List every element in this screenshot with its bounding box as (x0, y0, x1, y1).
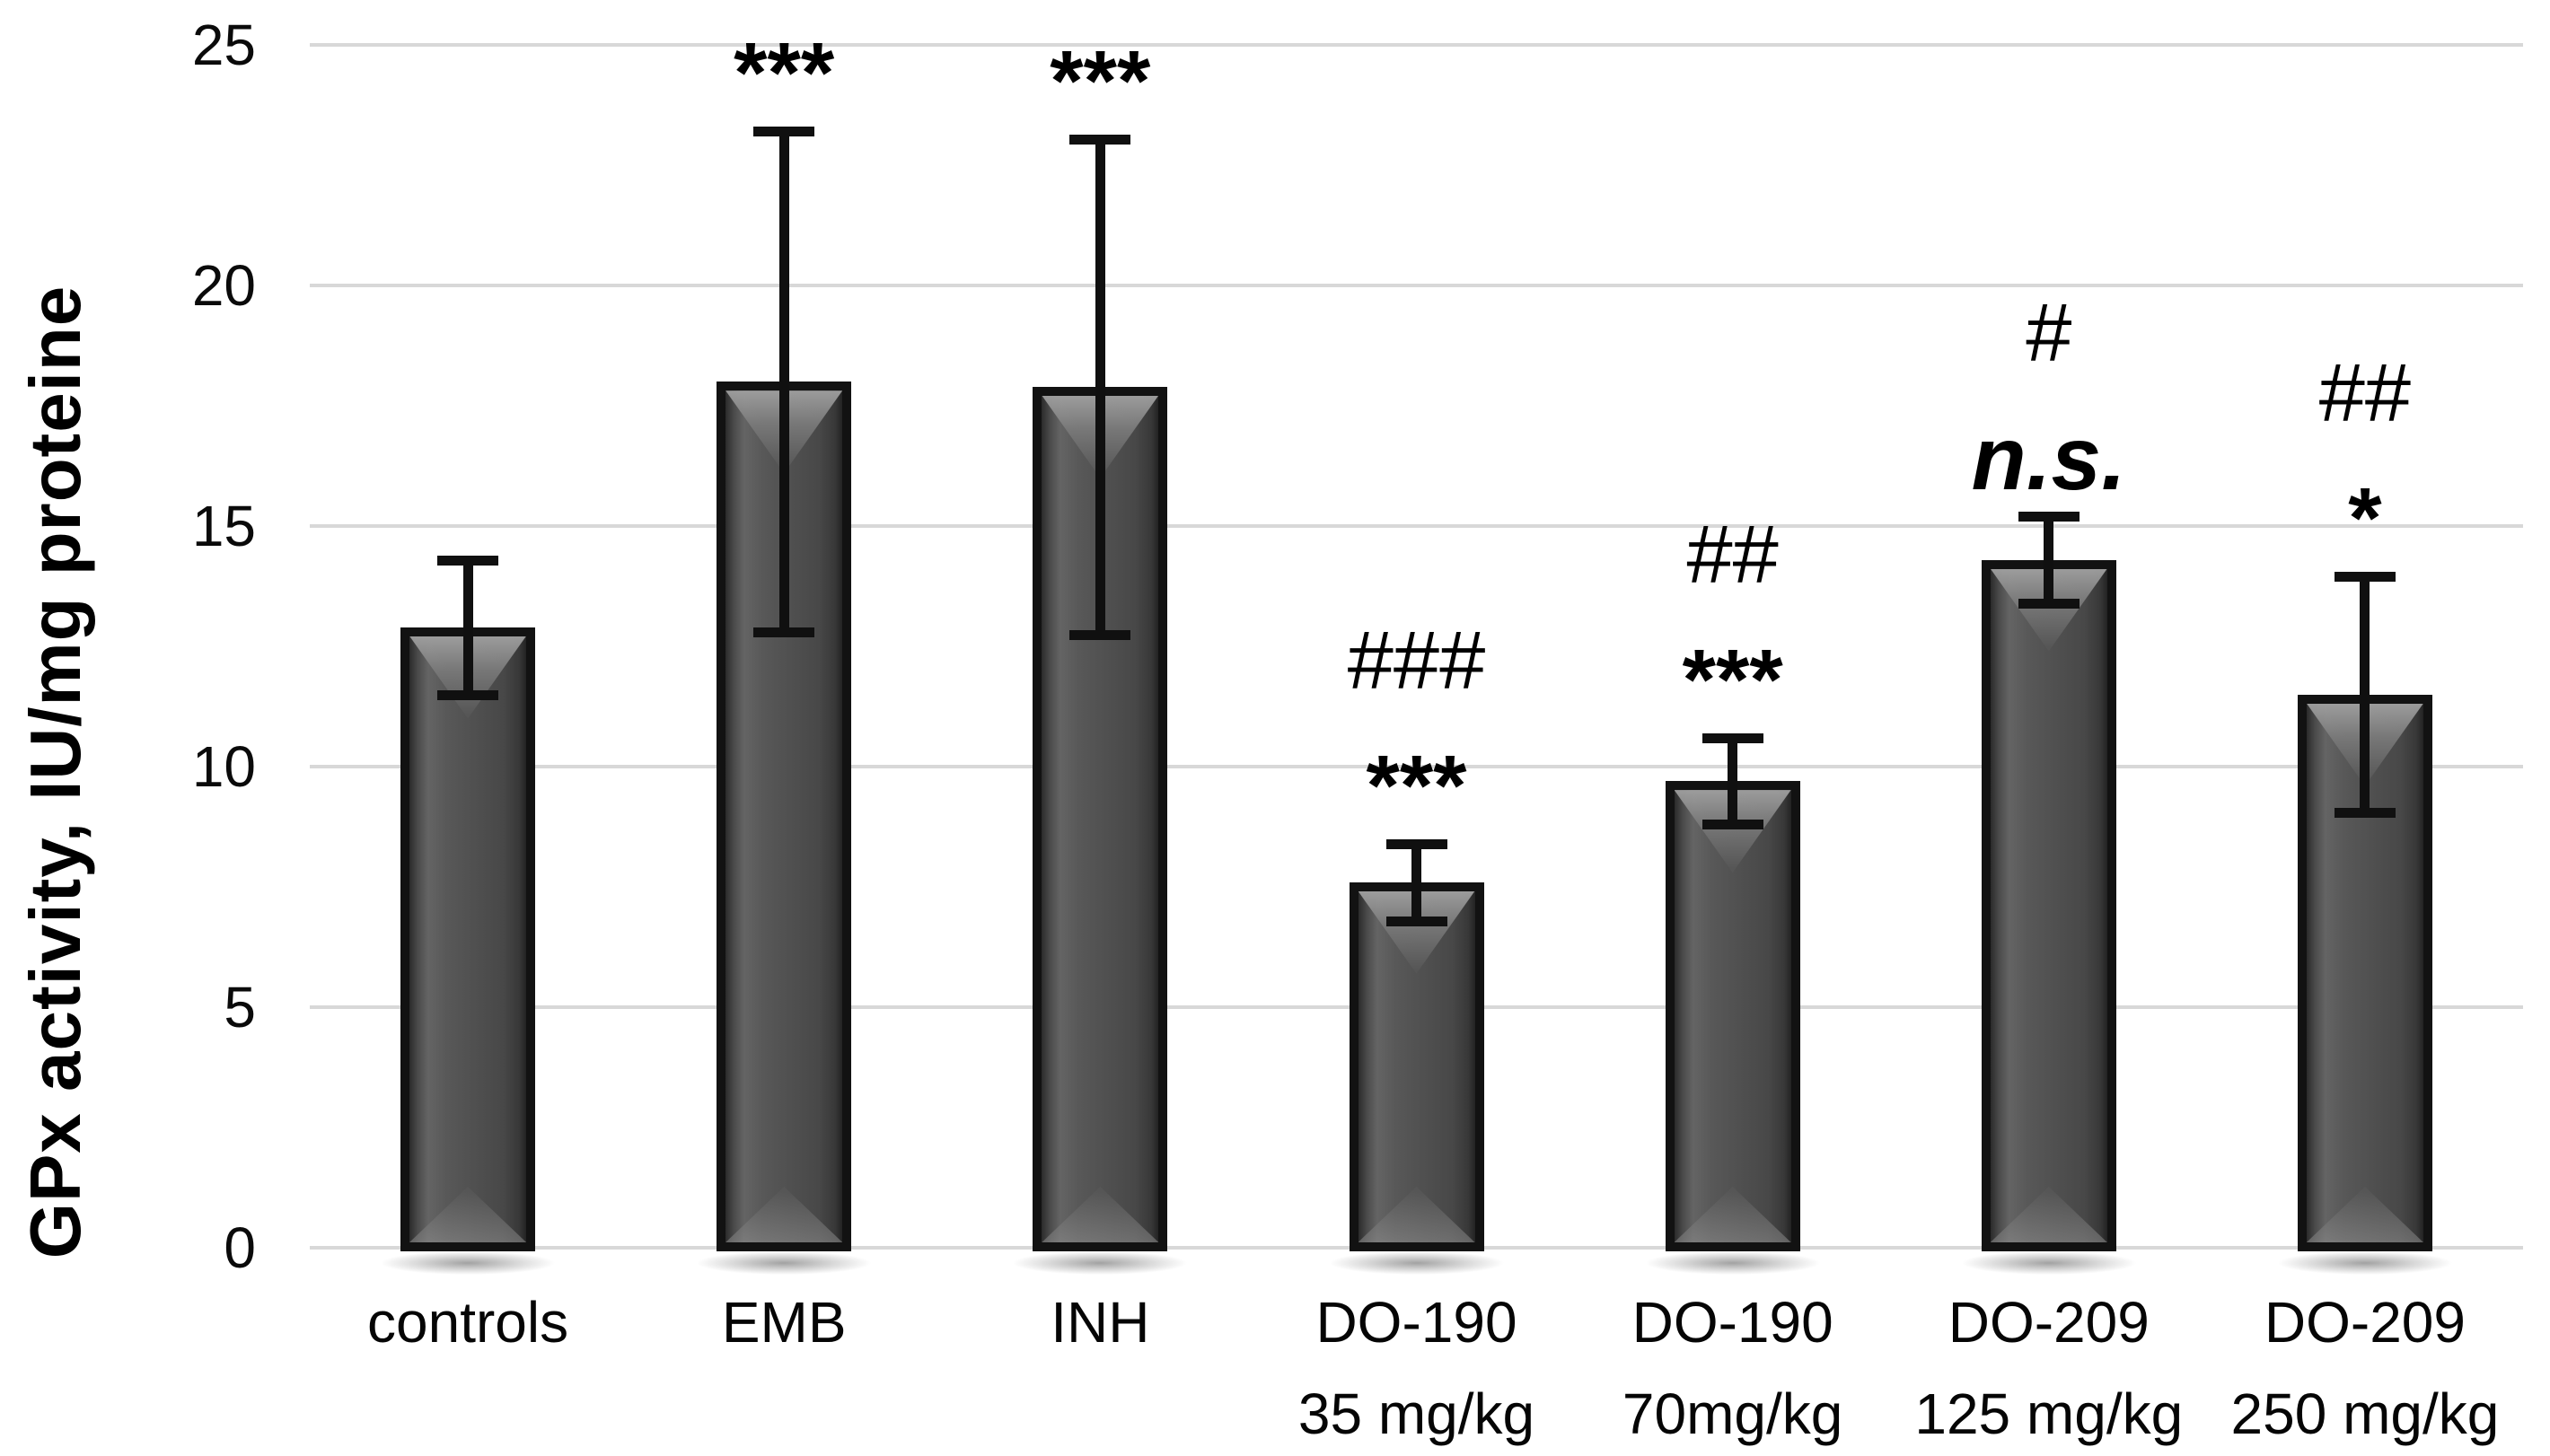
error-bar-cap-top (437, 555, 499, 566)
y-tick-label-10: 10 (191, 734, 256, 799)
error-bar-line (2360, 576, 2370, 812)
error-bar-cap-top (2334, 572, 2396, 583)
gridline-15 (310, 524, 2523, 528)
bar-DO-209-250 mg/kg (2297, 694, 2432, 1251)
bar-shadow (2277, 1251, 2452, 1275)
bar-DO-190-35 mg/kg (1349, 881, 1484, 1251)
x-axis-label-line: DO-190 (1315, 1290, 1517, 1355)
x-axis-label-line: DO-209 (2264, 1290, 2466, 1355)
bar-shadow (1013, 1251, 1188, 1275)
y-tick-label-0: 0 (224, 1215, 256, 1280)
error-bar-cap-top (1069, 134, 1131, 145)
x-axis-label-line: controls (367, 1290, 569, 1355)
error-bar-cap-bottom (437, 689, 499, 700)
annotation-starstarstar: *** (734, 25, 835, 122)
x-axis-label: controls (306, 1276, 629, 1368)
error-bar-cap-top (753, 127, 815, 137)
error-bar-cap-top (2018, 512, 2080, 522)
error-bar-line (1095, 138, 1105, 635)
annotation-hash: # (2026, 287, 2072, 380)
y-tick-label-15: 15 (191, 494, 256, 558)
y-tick-label-20: 20 (191, 253, 256, 318)
error-bar-cap-top (1701, 732, 1763, 743)
error-bar-cap-bottom (753, 627, 815, 637)
x-axis-label: DO-190 35 mg/kg (1255, 1276, 1578, 1456)
annotation-star: * (2348, 470, 2382, 567)
annotation-starstarstar: *** (1050, 32, 1151, 129)
annotation-hashhash: ## (2318, 347, 2412, 440)
x-axis-label-line: DO-209 (1948, 1290, 2150, 1355)
x-axis-label-line: 125 mg/kg (1914, 1381, 2184, 1446)
x-axis-label: EMB (622, 1276, 945, 1368)
bar-shadow (381, 1251, 556, 1275)
x-axis-label-line: 70mg/kg (1622, 1381, 1843, 1446)
annotation-starstarstar: *** (1366, 737, 1467, 834)
error-bar-cap-bottom (1701, 820, 1763, 830)
error-bar-cap-bottom (2334, 807, 2396, 818)
x-axis-label-line: INH (1051, 1290, 1150, 1355)
bar-controls (400, 627, 536, 1251)
error-bar-line (2044, 516, 2054, 603)
x-axis-label: DO-190 70mg/kg (1571, 1276, 1895, 1456)
bar-DO-209-125 mg/kg (1981, 559, 2116, 1251)
annotation-hashhashhash: ### (1347, 614, 1486, 706)
y-tick-label-5: 5 (224, 975, 256, 1039)
bar-shadow (1645, 1251, 1820, 1275)
error-bar-line (1728, 737, 1738, 825)
annotation-hashhash: ## (1686, 508, 1779, 601)
error-bar-line (1411, 843, 1421, 921)
x-axis-label: INH (938, 1276, 1262, 1368)
bar-shadow (1961, 1251, 2136, 1275)
x-axis-label-line: DO-190 (1631, 1290, 1833, 1355)
gridline-25 (310, 43, 2523, 47)
gridline-20 (310, 284, 2523, 287)
x-axis-label: DO-209 250 mg/kg (2203, 1276, 2527, 1456)
x-axis-label-line: 250 mg/kg (2230, 1381, 2500, 1446)
error-bar-cap-bottom (1069, 629, 1131, 640)
gridline-10 (310, 765, 2523, 768)
annotation-ns: n.s. (1971, 408, 2126, 510)
bar-DO-190-70mg/kg (1665, 781, 1800, 1251)
bar-shadow (697, 1251, 872, 1275)
error-bar-cap-top (1385, 838, 1447, 849)
bar-shadow (1329, 1251, 1504, 1275)
annotation-starstarstar: *** (1682, 631, 1783, 728)
error-bar-line (462, 559, 473, 695)
y-tick-label-25: 25 (191, 13, 256, 77)
x-axis-label-line: EMB (721, 1290, 847, 1355)
error-bar-cap-bottom (2018, 598, 2080, 609)
error-bar-line (778, 131, 789, 632)
error-bar-cap-bottom (1385, 916, 1447, 926)
x-axis-label-line: 35 mg/kg (1297, 1381, 1535, 1446)
x-axis-label: DO-209 125 mg/kg (1887, 1276, 2211, 1456)
